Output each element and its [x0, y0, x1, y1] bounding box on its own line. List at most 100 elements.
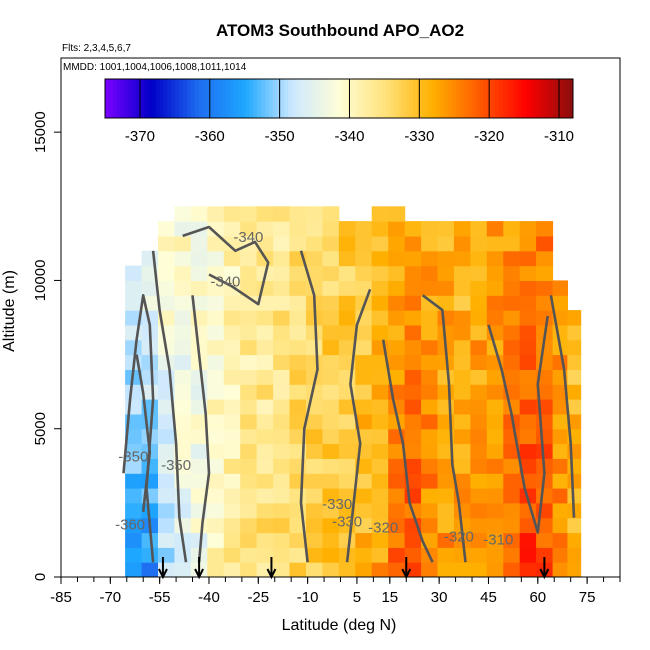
- field-cell: [306, 473, 323, 489]
- field-cell: [486, 532, 504, 548]
- field-cell: [470, 295, 488, 311]
- field-cell: [223, 354, 241, 370]
- colorbar-segment: [331, 79, 336, 118]
- field-cell: [437, 369, 455, 385]
- field-cell: [355, 250, 373, 267]
- field-cell: [338, 295, 356, 311]
- field-cell: [289, 399, 307, 415]
- field-cell: [552, 280, 568, 296]
- field-cell: [503, 324, 521, 341]
- field-cell: [158, 399, 175, 415]
- field-cell: [256, 235, 274, 252]
- colorbar-segment: [561, 79, 566, 118]
- field-cell: [421, 221, 439, 237]
- field-cell: [158, 488, 175, 504]
- field-cell: [371, 265, 389, 281]
- field-cell: [158, 265, 175, 281]
- colorbar-segment: [339, 79, 344, 118]
- field-cell: [158, 369, 175, 385]
- field-cell: [470, 221, 488, 237]
- field-cell: [223, 339, 241, 356]
- field-cell: [437, 399, 455, 415]
- y-axis-label: Altitude (m): [1, 270, 18, 352]
- field-cell: [355, 310, 373, 326]
- field-cell: [273, 280, 291, 296]
- field-cell: [503, 310, 521, 326]
- field-cell: [388, 310, 406, 326]
- field-cell: [404, 532, 422, 548]
- field-cell: [141, 354, 159, 370]
- field-cell: [536, 295, 554, 311]
- colorbar-segment: [241, 79, 246, 118]
- field-cell: [306, 324, 323, 341]
- y-axis: 0 5000 10000 15000: [32, 111, 61, 581]
- field-cell: [552, 532, 568, 548]
- contour-line: [191, 295, 211, 563]
- x-tick-label: 5: [353, 589, 361, 606]
- field-cell: [453, 354, 471, 370]
- field-cell: [240, 517, 258, 534]
- colorbar-segment: [179, 79, 184, 118]
- field-cell: [125, 473, 143, 489]
- field-cell: [552, 384, 568, 400]
- field-cell: [174, 324, 192, 341]
- field-cell: [273, 443, 291, 459]
- field-cell: [404, 443, 422, 459]
- field-cell: [125, 517, 143, 534]
- field-cell: [207, 413, 225, 430]
- field-cell: [453, 384, 471, 400]
- field-cell: [470, 339, 488, 356]
- field-cell: [240, 458, 258, 474]
- field-cell: [273, 399, 291, 415]
- field-cell: [256, 206, 274, 222]
- field-cell: [174, 354, 192, 370]
- field-cell: [421, 502, 439, 519]
- field-cell: [273, 265, 291, 281]
- field-cell: [519, 369, 537, 385]
- field-cell: [404, 324, 422, 341]
- field-cell: [470, 235, 488, 252]
- field-cell: [240, 265, 258, 281]
- field-cell: [567, 310, 582, 326]
- field-cell: [207, 547, 225, 563]
- colorbar-segment: [300, 79, 305, 118]
- field-cell: [503, 399, 521, 415]
- field-cell: [470, 473, 488, 489]
- colorbar-segment: [132, 79, 137, 118]
- field-cell: [519, 339, 537, 356]
- field-cell: [519, 324, 537, 341]
- colorbar-segment: [120, 79, 125, 118]
- field-cell: [355, 369, 373, 385]
- colorbar-frame: [104, 78, 574, 119]
- field-cell: [273, 310, 291, 326]
- field-cell: [453, 324, 471, 341]
- field-cell: [256, 339, 274, 356]
- field-cell: [519, 532, 537, 548]
- field-cell: [470, 354, 488, 370]
- contour-label: -310: [483, 531, 513, 548]
- field-cell: [470, 324, 488, 341]
- field-cell: [338, 399, 356, 415]
- flights-note: Flts: 2,3,4,5,6,7: [62, 43, 131, 54]
- field-cell: [223, 324, 241, 341]
- colorbar-segment: [479, 79, 484, 118]
- field-cell: [207, 517, 225, 534]
- field-cell: [371, 458, 389, 474]
- field-cell: [125, 384, 143, 400]
- field-cell: [174, 250, 192, 267]
- field-cell: [388, 354, 406, 370]
- colorbar-segment: [502, 79, 508, 118]
- field-cell: [404, 265, 422, 281]
- field-cell: [223, 488, 241, 504]
- field-cell: [486, 221, 504, 237]
- x-tick-label: -55: [149, 589, 171, 606]
- field-cell: [453, 473, 471, 489]
- field-cell: [240, 428, 258, 445]
- field-cell: [470, 488, 488, 504]
- contour-line: [135, 354, 152, 512]
- field-cell: [552, 547, 568, 563]
- field-cell: [503, 250, 521, 267]
- field-cell: [437, 458, 455, 474]
- colorbar-segment: [186, 79, 192, 118]
- field-cell: [273, 458, 291, 474]
